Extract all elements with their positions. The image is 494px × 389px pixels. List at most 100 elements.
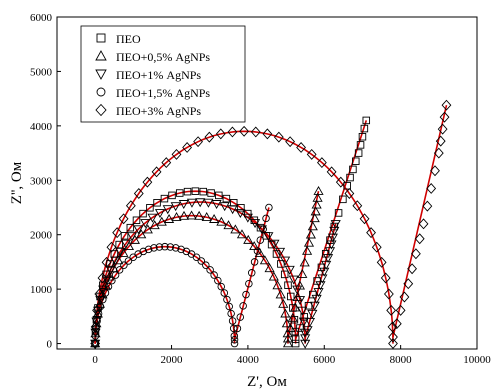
data-point (126, 223, 135, 232)
data-point (161, 242, 169, 251)
data-point (108, 263, 119, 273)
data-point (186, 198, 198, 208)
y-axis-label: Z'', Ом (9, 161, 25, 204)
data-point (118, 213, 129, 225)
plot-frame (56, 16, 478, 350)
data-point (278, 298, 289, 308)
data-point (95, 296, 106, 306)
data-point (123, 241, 135, 251)
data-point (186, 210, 197, 220)
data-point (225, 302, 233, 311)
data-point (108, 276, 116, 285)
data-point (284, 281, 292, 289)
data-point (388, 338, 398, 350)
data-point (235, 209, 246, 219)
data-point (113, 255, 124, 265)
data-point (140, 219, 151, 229)
data-point (286, 292, 295, 301)
data-point (162, 205, 173, 215)
legend-label: ПЕО+1% AgNPs (116, 68, 201, 82)
data-point (202, 261, 210, 269)
data-point (171, 148, 182, 160)
data-point (194, 210, 205, 220)
data-point (296, 141, 306, 153)
data-point (281, 318, 292, 328)
data-point (242, 290, 250, 299)
data-point (354, 149, 363, 157)
data-point (273, 131, 284, 143)
data-point (299, 257, 310, 267)
data-point (291, 335, 300, 343)
data-point (263, 232, 274, 242)
data-point (292, 292, 303, 302)
data-point (230, 339, 239, 348)
data-point (104, 282, 113, 291)
data-point (192, 253, 201, 261)
data-point (142, 176, 153, 188)
data-point (151, 166, 162, 178)
data-point (282, 328, 293, 338)
data-point (265, 203, 273, 212)
data-point (395, 304, 406, 316)
data-point (247, 269, 256, 277)
data-point (313, 185, 324, 195)
data-point (230, 224, 241, 234)
data-point (426, 182, 437, 194)
data-point (280, 256, 291, 266)
legend-marker (95, 103, 107, 117)
data-point (441, 99, 452, 111)
fit-spur (233, 207, 270, 340)
data-point (358, 132, 367, 141)
data-point (230, 335, 239, 344)
data-point (215, 128, 226, 140)
x-tick-label: 10000 (463, 354, 491, 366)
data-point (300, 339, 311, 349)
data-point (133, 225, 144, 235)
data-point (319, 267, 330, 277)
data-point (339, 195, 347, 204)
data-point (115, 247, 126, 257)
data-point (307, 309, 318, 319)
data-point (359, 213, 370, 225)
data-point (207, 189, 215, 197)
data-point (311, 199, 322, 209)
data-point (349, 165, 357, 174)
data-point (259, 255, 270, 265)
fit-arc (94, 245, 236, 344)
data-point (178, 200, 189, 210)
data-point (267, 240, 276, 249)
data-point (435, 135, 446, 147)
data-point (178, 210, 190, 220)
data-point (433, 147, 444, 159)
data-point (191, 187, 200, 195)
data-point (149, 220, 160, 230)
data-point (171, 212, 182, 221)
data-point (99, 295, 107, 304)
data-point (97, 289, 108, 299)
data-point (133, 187, 144, 199)
data-point (228, 317, 237, 325)
data-point (144, 245, 153, 254)
data-point (250, 258, 259, 266)
data-point (284, 265, 295, 275)
data-point (210, 271, 218, 279)
data-point (300, 313, 308, 321)
data-point (120, 232, 129, 240)
data-point (287, 312, 298, 322)
data-point (305, 229, 316, 239)
data-point (203, 198, 214, 208)
data-point (150, 244, 158, 252)
data-point (129, 234, 140, 244)
data-point (288, 275, 299, 285)
data-point (371, 241, 382, 253)
data-point (219, 202, 230, 212)
y-tick-label: 5000 (30, 66, 53, 78)
data-point (329, 226, 340, 236)
data-point (195, 198, 206, 208)
data-point (249, 219, 261, 229)
data-point (229, 324, 238, 333)
data-point (199, 187, 208, 196)
data-point (317, 274, 328, 284)
data-point (321, 260, 332, 270)
data-point (387, 321, 398, 333)
